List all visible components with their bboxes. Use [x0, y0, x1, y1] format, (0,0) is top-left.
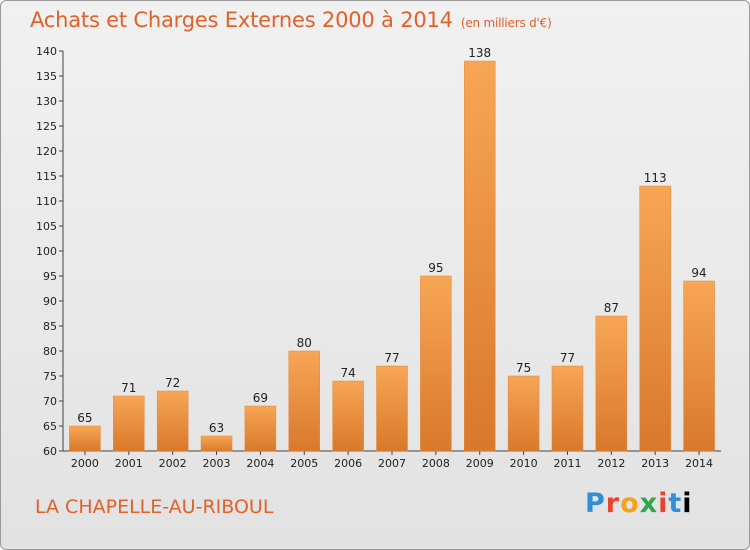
title-text: Achats et Charges Externes 2000 à 2014 [30, 8, 453, 32]
data-label: 75 [516, 361, 531, 375]
data-label: 69 [253, 391, 268, 405]
logo-letter: o [620, 488, 640, 519]
data-label: 113 [644, 171, 667, 185]
y-tick-label: 80 [43, 345, 57, 358]
data-label: 71 [121, 381, 136, 395]
y-tick-label: 115 [36, 170, 57, 183]
y-tick-label: 125 [36, 120, 57, 133]
bar [551, 365, 584, 452]
y-tick-label: 100 [36, 245, 57, 258]
bars: 65 71 72 63 69 80 74 77 95 138 75 77 87 113 94 [69, 46, 715, 452]
x-tick-label: 2013 [641, 457, 669, 470]
y-tick-label: 140 [36, 45, 57, 58]
data-label: 77 [560, 351, 575, 365]
y-tick-label: 75 [43, 370, 57, 383]
data-label: 87 [604, 301, 619, 315]
bar [595, 315, 628, 452]
bar [69, 425, 101, 452]
x-tick-label: 2011 [553, 457, 581, 470]
logo-letter: t [668, 488, 683, 519]
data-label: 95 [428, 261, 443, 275]
bar [376, 365, 408, 452]
data-label: 94 [691, 266, 706, 280]
data-label: 65 [77, 411, 92, 425]
y-tick-label: 105 [36, 220, 57, 233]
logo-letter: P [585, 488, 606, 519]
x-tick-label: 2008 [422, 457, 450, 470]
bar [639, 185, 671, 452]
logo-letter: i [682, 488, 693, 519]
x-tick-label: 2000 [71, 457, 99, 470]
bar [683, 280, 715, 452]
data-label: 80 [297, 336, 312, 350]
logo-letter: r [605, 488, 621, 519]
y-tick-label: 130 [36, 95, 57, 108]
data-label: 138 [468, 46, 491, 60]
y-tick-label: 95 [43, 270, 57, 283]
x-tick-label: 2014 [685, 457, 713, 470]
x-tick-label: 2010 [510, 457, 538, 470]
bar [244, 405, 277, 452]
logo-letter: i [658, 488, 669, 519]
proxiti-logo: Proxiti [585, 488, 693, 519]
bar [156, 390, 189, 452]
x-tick-label: 2005 [290, 457, 318, 470]
y-tick-label: 110 [36, 195, 57, 208]
bar [507, 375, 540, 452]
bar [200, 435, 233, 452]
data-label: 63 [209, 421, 224, 435]
x-tick-label: 2001 [115, 457, 143, 470]
commune-name: LA CHAPELLE-AU-RIBOUL [35, 496, 274, 518]
x-tick-label: 2007 [378, 457, 406, 470]
data-label: 72 [165, 376, 180, 390]
data-label: 77 [384, 351, 399, 365]
x-tick-label: 2012 [597, 457, 625, 470]
y-tick-label: 90 [43, 295, 57, 308]
bar [332, 380, 364, 452]
bar [463, 60, 496, 452]
chart-subtitle: (en milliers d'€) [460, 16, 552, 30]
y-tick-label: 70 [43, 395, 57, 408]
y-tick-label: 60 [43, 445, 57, 458]
bar [420, 275, 452, 452]
y-tick-label: 120 [36, 145, 57, 158]
bar [113, 395, 145, 452]
x-tick-label: 2004 [246, 457, 274, 470]
logo-letter: x [639, 488, 659, 519]
data-label: 74 [340, 366, 355, 380]
x-tick-label: 2006 [334, 457, 362, 470]
y-tick-label: 85 [43, 320, 57, 333]
y-tick-label: 65 [43, 420, 57, 433]
x-tick-label: 2003 [203, 457, 231, 470]
x-tick-label: 2002 [159, 457, 187, 470]
chart-title: Achats et Charges Externes 2000 à 2014 (e… [30, 8, 552, 32]
x-tick-label: 2009 [466, 457, 494, 470]
bar [288, 350, 321, 452]
axes: 60 65 70 75 80 85 90 95 100 105 110 115 120 125 130 135… [36, 45, 721, 470]
y-tick-label: 135 [36, 70, 57, 83]
